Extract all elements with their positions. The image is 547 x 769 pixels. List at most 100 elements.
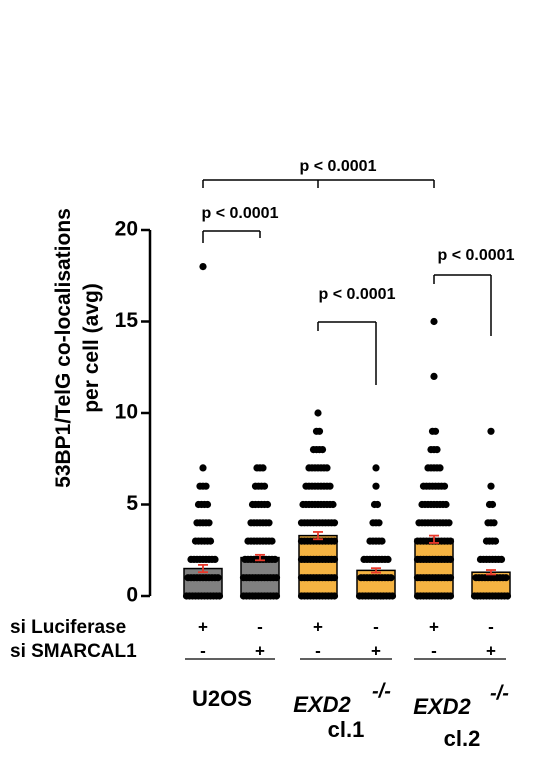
data-point <box>502 574 510 582</box>
data-point <box>202 482 210 490</box>
row-label: si Luciferase <box>10 617 126 638</box>
data-point <box>445 519 453 527</box>
group-superscript: -/- <box>490 682 509 704</box>
data-point <box>387 574 395 582</box>
significance-bracket <box>202 179 435 188</box>
data-point <box>263 500 272 509</box>
group-superscript: -/- <box>372 680 391 702</box>
group-name: EXD2 <box>413 694 471 719</box>
data-point <box>436 464 444 472</box>
data-point <box>442 500 450 509</box>
data-point <box>199 263 207 271</box>
data-point <box>214 574 222 582</box>
data-point <box>497 555 506 564</box>
row-label: si SMARCAL1 <box>10 641 137 662</box>
condition-sign: + <box>255 641 265 660</box>
condition-sign: + <box>486 641 496 660</box>
y-axis-label-line: 53BP1/TelG co-localisations <box>52 208 75 488</box>
y-tick-label: 10 <box>115 401 138 424</box>
data-point <box>503 592 512 600</box>
data-point <box>271 555 279 564</box>
group-name: EXD2 <box>293 692 351 717</box>
significance-bracket <box>317 321 377 385</box>
significance-bracket <box>433 274 492 336</box>
significance-bracket <box>202 230 261 243</box>
data-point <box>372 482 380 490</box>
data-point <box>272 592 281 600</box>
data-point <box>330 574 339 582</box>
group-clone: cl.1 <box>328 717 365 742</box>
data-point <box>446 592 455 600</box>
data-point <box>326 482 334 490</box>
condition-sign: - <box>373 617 379 636</box>
error-bar <box>255 553 265 562</box>
y-axis-label: 53BP1/TelG co-localisations per cell (avg… <box>52 208 103 488</box>
bar <box>298 534 338 597</box>
condition-sign: - <box>431 641 437 660</box>
data-point <box>446 574 455 582</box>
data-point <box>431 427 440 435</box>
condition-sign: - <box>200 641 206 660</box>
data-point <box>330 555 339 564</box>
data-point <box>211 555 219 564</box>
data-point <box>323 464 331 472</box>
p-value-label: p < 0.0001 <box>202 205 279 222</box>
p-value-label: p < 0.0001 <box>300 158 377 175</box>
data-point <box>375 519 383 527</box>
data-point <box>265 519 273 527</box>
y-tick-label: 20 <box>115 218 138 241</box>
data-point <box>199 464 207 472</box>
data-point <box>446 537 455 545</box>
data-point <box>372 464 380 472</box>
data-point <box>315 427 324 435</box>
data-point <box>433 446 441 454</box>
data-point <box>206 537 215 545</box>
condition-sign: + <box>198 617 208 636</box>
data-point <box>215 592 224 600</box>
group-name-text: EXD2 <box>413 694 471 719</box>
error-bar <box>486 569 496 576</box>
error-bar <box>429 534 439 544</box>
data-point <box>488 500 497 509</box>
data-point <box>384 555 392 564</box>
y-tick-label: 0 <box>126 584 138 607</box>
error-bar <box>198 563 208 574</box>
condition-sign: + <box>429 617 439 636</box>
y-tick-label: 15 <box>115 309 139 332</box>
condition-sign: + <box>313 617 323 636</box>
p-value-label: p < 0.0001 <box>319 286 396 303</box>
data-point <box>330 592 339 600</box>
data-point <box>440 482 449 490</box>
data-point <box>314 409 322 417</box>
data-point <box>491 537 500 545</box>
data-point <box>430 317 438 326</box>
data-point <box>430 372 438 380</box>
data-point <box>205 519 213 527</box>
data-point <box>487 482 495 490</box>
error-bar <box>371 567 381 574</box>
group-clone: cl.2 <box>444 726 481 751</box>
data-point <box>272 574 281 582</box>
bar <box>414 538 454 597</box>
data-point <box>373 500 382 509</box>
data-point <box>260 482 269 490</box>
condition-sign: + <box>371 641 381 660</box>
data-point <box>330 537 339 545</box>
y-tick-label: 5 <box>126 492 138 515</box>
data-point <box>490 519 498 527</box>
data-point <box>446 555 455 564</box>
p-value-label: p < 0.0001 <box>438 247 515 264</box>
data-point <box>203 500 212 509</box>
data-point <box>378 537 386 545</box>
data-point <box>330 519 339 527</box>
data-point <box>268 537 276 545</box>
condition-sign: - <box>315 641 321 660</box>
group-name-text: EXD2 <box>293 692 351 717</box>
data-point <box>388 592 397 600</box>
group-name: U2OS <box>192 686 252 711</box>
condition-sign: - <box>488 617 494 636</box>
error-bar <box>313 531 323 541</box>
data-point <box>318 446 327 454</box>
y-axis-label-line: per cell (avg) <box>80 283 103 413</box>
